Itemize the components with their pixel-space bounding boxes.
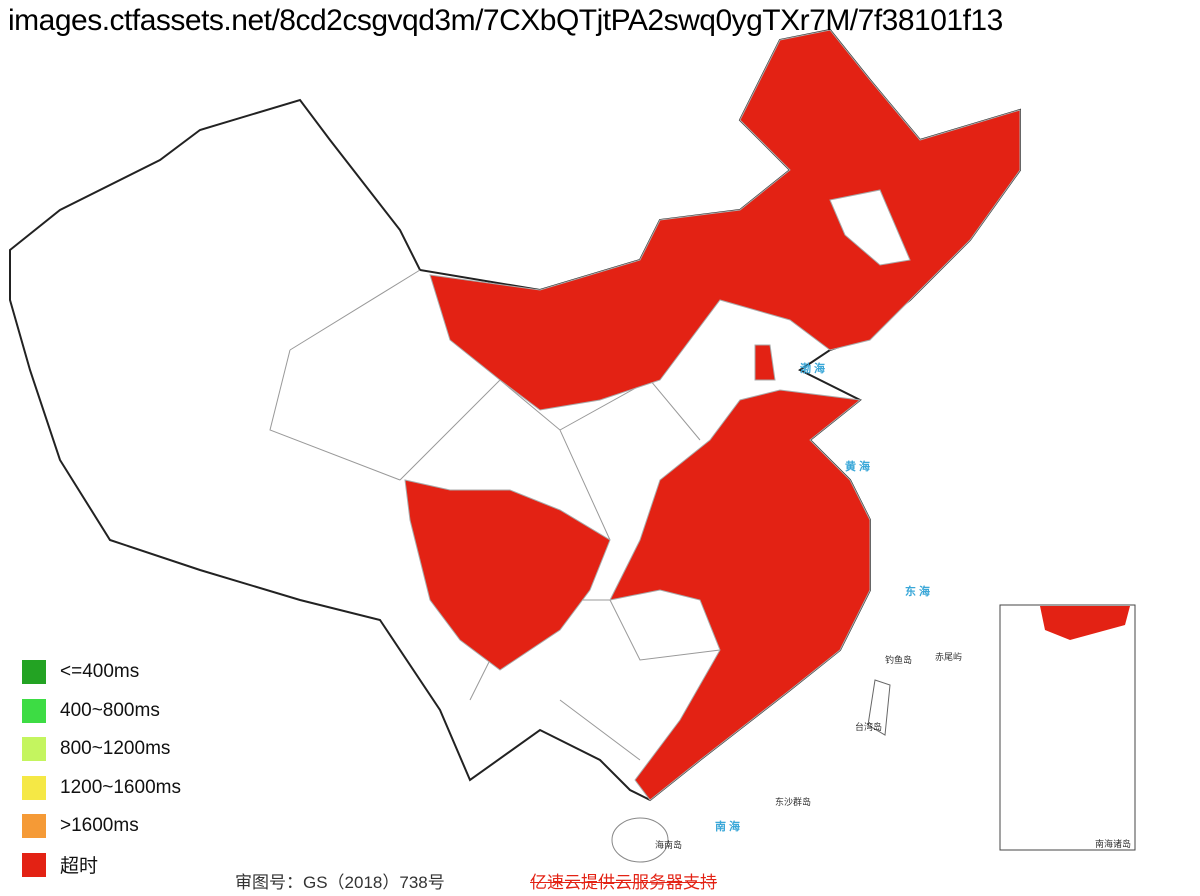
label-taiwan: 台湾岛: [855, 721, 882, 732]
label-diaoyu: 钓鱼岛: [885, 654, 912, 665]
legend-swatch: [22, 852, 46, 877]
label-nanhai-zhudao: 南海诸岛: [1095, 838, 1131, 849]
svg-text:渤 海: 渤 海: [800, 361, 825, 375]
legend-swatch: [22, 775, 46, 800]
svg-text:南 海: 南 海: [715, 819, 740, 833]
taiwan: [867, 679, 891, 736]
sea-labels: 渤 海 黄 海 东 海 南 海: [715, 361, 930, 833]
south-china-sea-inset: 南海诸岛: [999, 604, 1136, 851]
legend-swatch: [22, 737, 46, 762]
legend-swatch: [22, 814, 46, 839]
legend-item: >1600ms: [22, 807, 181, 846]
legend-label: 400~800ms: [60, 699, 160, 721]
legend: <=400ms 400~800ms 800~1200ms 1200~1600ms…: [22, 653, 181, 884]
timeout-regions: [404, 29, 1021, 801]
legend-label: 超时: [60, 856, 99, 878]
legend-swatch: [22, 660, 46, 685]
legend-label: 1200~1600ms: [60, 776, 181, 798]
hainan: [611, 817, 669, 863]
region-east: [609, 389, 871, 801]
map-review-number: 审图号：GS（2018）738号: [235, 873, 445, 892]
legend-item: 400~800ms: [22, 692, 181, 731]
legend-swatch: [22, 698, 46, 723]
legend-item: 超时: [22, 846, 181, 885]
label-chiwei: 赤尾屿: [935, 652, 962, 662]
legend-label: >1600ms: [60, 815, 139, 837]
label-hainan: 海南岛: [655, 839, 682, 850]
svg-text:东 海: 东 海: [905, 584, 930, 598]
label-dongsha: 东沙群岛: [775, 796, 811, 807]
region-north: [429, 29, 1021, 411]
legend-label: 800~1200ms: [60, 738, 171, 760]
region-sichuan: [404, 479, 611, 671]
url-text: images.ctfassets.net/8cd2csgvqd3m/7CXbQT…: [8, 4, 1003, 37]
legend-item: 800~1200ms: [22, 730, 181, 769]
legend-label: <=400ms: [60, 661, 140, 683]
legend-item: 1200~1600ms: [22, 769, 181, 808]
svg-text:黄 海: 黄 海: [845, 459, 870, 473]
sponsor-text: 亿速云提供云服务器支持: [530, 873, 717, 892]
region-beijing: [754, 344, 776, 381]
legend-item: <=400ms: [22, 653, 181, 692]
